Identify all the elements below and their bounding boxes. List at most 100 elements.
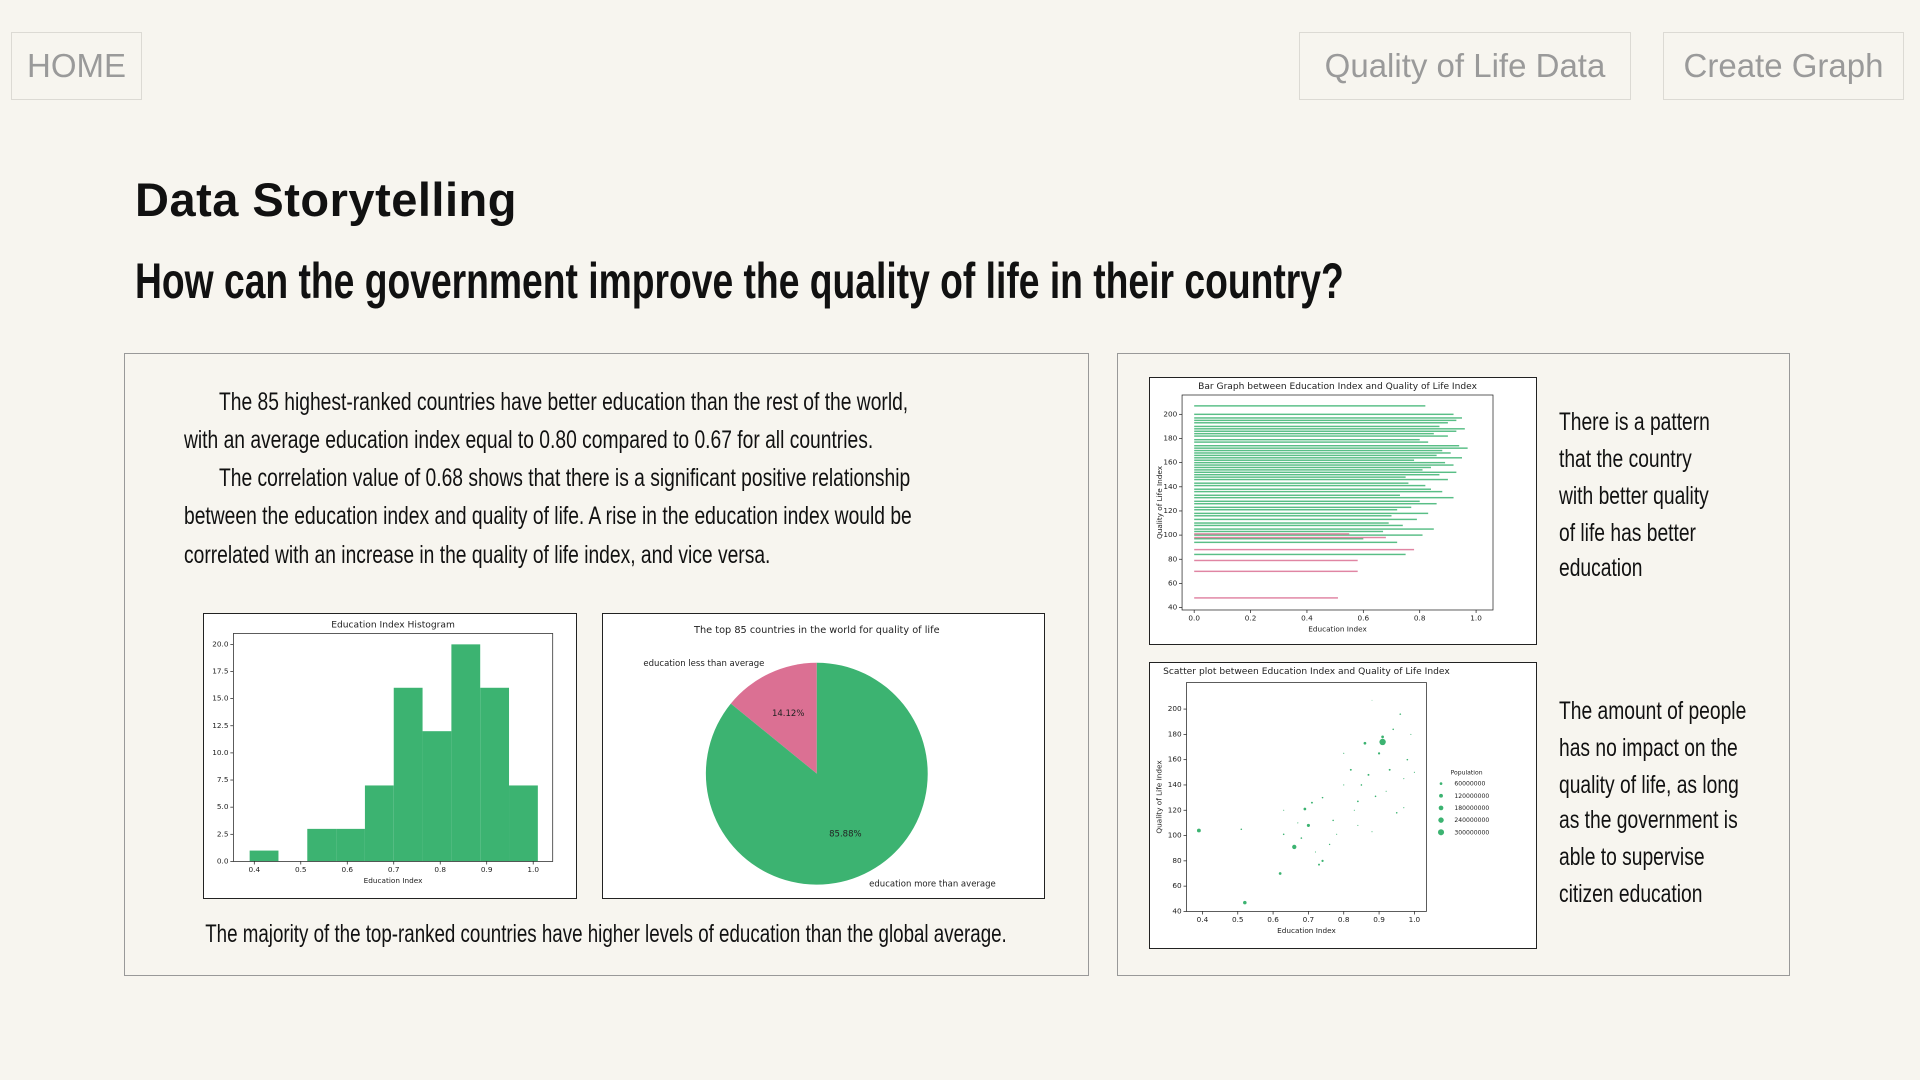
nav-link[interactable]: Quality of Life Data	[1299, 32, 1631, 100]
insight-line: education	[1559, 553, 1643, 582]
x-tick-label: 0.9	[1373, 915, 1385, 924]
bar	[1194, 524, 1403, 527]
scatter-point	[1196, 828, 1201, 833]
scatter-point	[1321, 859, 1324, 862]
x-tick-label: 0.6	[1358, 613, 1370, 622]
scatter-point	[1332, 819, 1334, 822]
scatter-point	[1367, 773, 1370, 776]
y-tick-label: 15.0	[212, 694, 229, 703]
y-tick-label: 100	[1168, 831, 1182, 840]
bar	[1194, 494, 1400, 496]
y-tick-label: 100	[1163, 530, 1177, 539]
bar	[1194, 445, 1460, 447]
bar	[1194, 422, 1448, 424]
x-tick-label: 0.5	[295, 865, 307, 874]
scatter-point	[1318, 863, 1320, 866]
bar	[1194, 538, 1364, 540]
y-tick-label: 20.0	[212, 639, 229, 648]
y-tick-label: 60	[1172, 881, 1182, 890]
x-tick-label: 0.7	[388, 865, 400, 874]
bar	[1194, 476, 1406, 478]
insight-line: citizen education	[1559, 879, 1703, 908]
histogram-bar	[393, 687, 423, 862]
bar	[1194, 459, 1415, 461]
y-tick-label: 200	[1163, 409, 1177, 418]
bar	[1194, 425, 1440, 428]
scatter-point	[1278, 872, 1282, 875]
bar	[1194, 471, 1457, 474]
nav-link[interactable]: Create Graph	[1663, 32, 1904, 100]
y-tick-label: 160	[1168, 755, 1182, 764]
insight-panel	[1117, 353, 1790, 976]
scatter-point	[1321, 796, 1324, 799]
bar	[1194, 447, 1468, 449]
bar	[1194, 518, 1417, 521]
x-tick-label: 0.9	[481, 865, 493, 874]
x-axis-label: Education Index	[364, 876, 423, 885]
scatter-point	[1357, 824, 1359, 826]
scatter-point	[1377, 752, 1381, 755]
bar	[1194, 469, 1423, 471]
bar-chart: Bar Graph between Education Index and Qu…	[1149, 377, 1537, 645]
y-tick-label: 200	[1168, 704, 1182, 713]
legend-label: 180000000	[1454, 805, 1489, 812]
bar	[1194, 548, 1415, 551]
bar	[1194, 464, 1454, 466]
scatter-point	[1399, 713, 1402, 715]
story-line: between the education index and quality …	[184, 501, 912, 530]
y-tick-label: 40	[1172, 906, 1182, 915]
insight-line: The amount of people	[1559, 696, 1747, 725]
scatter-point	[1406, 758, 1409, 761]
insight-line: of life has better	[1559, 518, 1696, 547]
histogram-bar	[336, 828, 365, 862]
x-tick-label: 0.8	[1338, 915, 1350, 924]
scatter-point	[1306, 823, 1310, 828]
y-tick-label: 10.0	[212, 748, 229, 757]
bar	[1194, 509, 1398, 511]
bar	[1194, 515, 1392, 517]
bar	[1194, 417, 1462, 419]
scatter-point	[1403, 807, 1405, 809]
y-tick-label: 180	[1163, 433, 1177, 442]
x-tick-label: 0.8	[1414, 613, 1426, 622]
histogram-bar	[480, 687, 510, 862]
pie-value-label: 85.88%	[829, 829, 861, 839]
scatter-point	[1395, 812, 1398, 814]
insight-line: There is a pattern	[1559, 407, 1710, 436]
chart-title: The top 85 countries in the world for qu…	[693, 625, 940, 636]
x-tick-label: 0.4	[248, 865, 260, 874]
scatter-point	[1413, 771, 1415, 773]
bar	[1194, 512, 1429, 515]
home-button[interactable]: HOME	[11, 32, 142, 100]
bar	[1194, 457, 1462, 459]
bar	[1194, 534, 1423, 536]
x-tick-label: 1.0	[1470, 613, 1482, 622]
y-tick-label: 40	[1168, 603, 1178, 612]
x-tick-label: 0.0	[1188, 613, 1200, 622]
story-line: correlated with an increase in the quali…	[184, 540, 771, 569]
y-tick-label: 120	[1163, 506, 1177, 515]
pie-slice	[705, 662, 928, 885]
bar	[1194, 482, 1409, 484]
legend-label: 120000000	[1454, 793, 1489, 800]
histogram-bar	[422, 731, 452, 862]
bar	[1194, 435, 1448, 437]
scatter-point	[1300, 837, 1303, 839]
y-tick-label: 180	[1168, 729, 1182, 738]
bar	[1194, 454, 1437, 457]
histogram-bar	[307, 828, 337, 862]
pie-label: education more than average	[869, 879, 996, 889]
insight-line: has no impact on the	[1559, 733, 1738, 762]
legend-marker	[1438, 805, 1444, 811]
insight-line: quality of life, as long	[1559, 770, 1739, 799]
page-title: Data Storytelling	[135, 173, 517, 226]
scatter-point	[1292, 844, 1297, 850]
legend-marker	[1437, 829, 1445, 836]
bar	[1194, 466, 1431, 469]
bar	[1194, 478, 1448, 481]
plot-frame	[1186, 682, 1427, 912]
bar	[1194, 438, 1420, 441]
bar	[1194, 530, 1384, 533]
legend-marker	[1438, 817, 1444, 823]
